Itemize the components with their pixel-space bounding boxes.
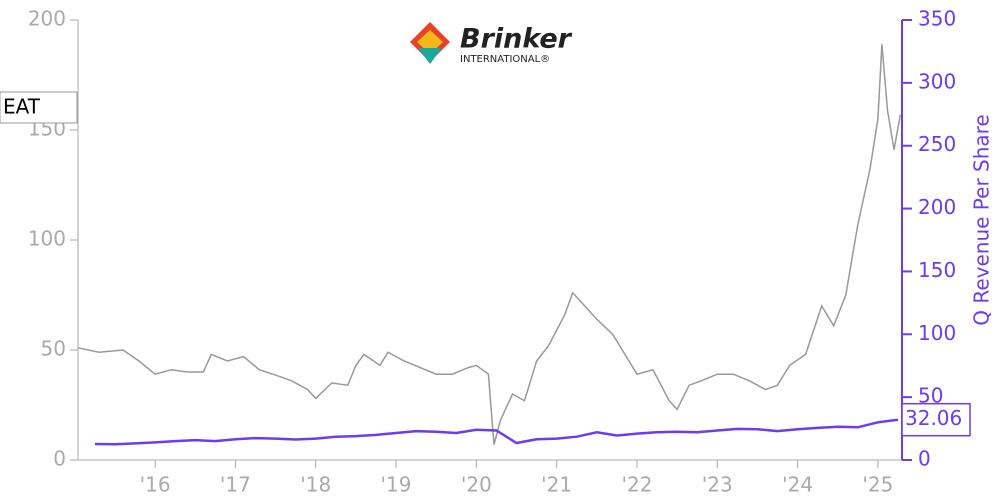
x-tick-label: '25 [862, 473, 893, 497]
x-tick-label: '19 [381, 473, 412, 497]
y2-tick-label: 350 [918, 7, 956, 31]
x-tick-label: '16 [140, 473, 171, 497]
y2-label: Q Revenue Per Share [970, 114, 994, 326]
series-label: EAT [3, 95, 41, 119]
x-tick-label: '21 [541, 473, 572, 497]
logo-icon [410, 22, 450, 64]
x-tick-label: '18 [300, 473, 331, 497]
y-tick-label: 0 [53, 447, 66, 471]
x-tick-label: '20 [461, 473, 492, 497]
y-tick-label: 50 [41, 337, 66, 361]
y2-tick-label: 250 [918, 132, 956, 156]
last-value-label: 32.06 [905, 406, 962, 430]
logo-name: Brinker [460, 24, 573, 55]
series-line [94, 418, 899, 446]
y2-tick-label: 200 [918, 195, 956, 219]
y2-tick-label: 0 [918, 447, 931, 471]
logo-sub: INTERNATIONAL® [460, 54, 550, 65]
y-tick-label: 200 [28, 7, 66, 31]
y2-tick-label: 100 [918, 321, 956, 345]
y2-tick-label: 150 [918, 258, 956, 282]
x-tick-label: '23 [702, 473, 733, 497]
x-tick-label: '24 [782, 473, 813, 497]
x-tick-label: '22 [621, 473, 652, 497]
series-line [77, 44, 902, 445]
y2-tick-label: 300 [918, 69, 956, 93]
series-label-box [0, 91, 78, 124]
y-tick-label: 100 [28, 227, 66, 251]
x-tick-label: '17 [220, 473, 251, 497]
last-value-box [901, 402, 971, 437]
